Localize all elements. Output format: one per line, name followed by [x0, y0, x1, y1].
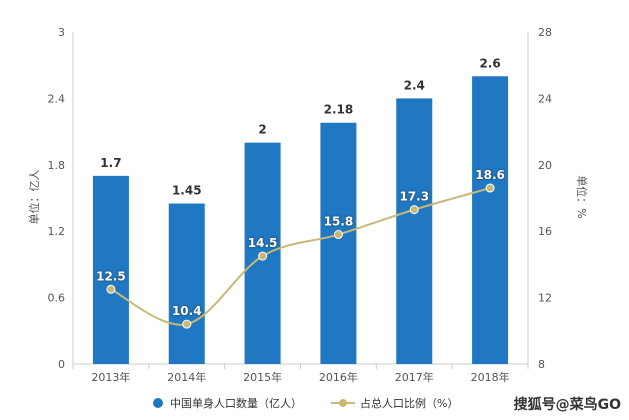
y-axis-label-left: 单位：亿人: [27, 170, 41, 225]
line-series: 12.5 10.4 14.5 15.8 17.3 18.6: [96, 168, 505, 329]
right-tick-label: 16: [538, 225, 552, 238]
line-value-label: 18.6: [475, 168, 505, 182]
right-tick-label: 8: [538, 358, 545, 371]
legend: 中国单身人口数量（亿人） 占总人口比例（%）: [153, 396, 458, 410]
bar: [92, 175, 129, 364]
line-point: [333, 230, 343, 240]
left-tick-label: 1.2: [48, 225, 66, 238]
bar-value-label: 2: [258, 123, 266, 137]
line-value-label: 17.3: [399, 190, 429, 204]
x-axis: 2013年 2014年 2015年 2016年 2017年 2018年: [72, 363, 529, 384]
bar-value-label: 1.7: [100, 156, 121, 170]
line-point: [258, 251, 268, 261]
line-point: [106, 284, 116, 294]
right-tick-label: 28: [538, 26, 552, 39]
bar: [168, 203, 205, 364]
left-axis: 0 0.6 1.2 1.8 2.4 3: [48, 26, 74, 371]
right-tick-label: 24: [538, 92, 552, 105]
line-value-label: 15.8: [324, 215, 354, 229]
legend-line-marker: [339, 399, 347, 407]
left-tick-label: 0: [58, 358, 65, 371]
x-tick-label: 2016年: [319, 370, 358, 384]
line-point: [485, 183, 495, 193]
legend-bar-swatch: [153, 398, 163, 408]
bar: [472, 76, 509, 365]
legend-line-label: 占总人口比例（%）: [360, 396, 458, 410]
line-value-label: 12.5: [96, 269, 126, 283]
line-value-label: 14.5: [248, 236, 278, 250]
bar-series: 1.7 1.45 2 2.18 2.4 2.6: [92, 56, 509, 365]
legend-bar-label: 中国单身人口数量（亿人）: [170, 396, 302, 410]
left-tick-label: 2.4: [48, 92, 66, 105]
y-axis-label-right: 单位：%: [575, 175, 589, 218]
line-point: [182, 319, 192, 329]
right-tick-label: 12: [538, 292, 552, 305]
x-tick-label: 2015年: [243, 370, 282, 384]
x-tick-label: 2013年: [91, 370, 130, 384]
bar-value-label: 2.4: [404, 78, 425, 92]
bar-value-label: 2.18: [324, 103, 354, 117]
line-path: [110, 187, 491, 326]
watermark-text: 搜狐号@菜鸟GO: [513, 397, 621, 413]
right-tick-label: 20: [538, 159, 552, 172]
line-value-label: 10.4: [172, 304, 202, 318]
x-tick-label: 2017年: [395, 370, 434, 384]
left-tick-label: 3: [58, 26, 65, 39]
bar-value-label: 2.6: [479, 56, 500, 70]
bar: [396, 98, 433, 365]
line-point: [409, 205, 419, 215]
x-tick-label: 2014年: [167, 370, 206, 384]
left-tick-label: 0.6: [48, 292, 66, 305]
bar-value-label: 1.45: [172, 184, 202, 198]
bar: [320, 122, 357, 364]
left-tick-label: 1.8: [48, 159, 66, 172]
x-tick-label: 2018年: [471, 370, 510, 384]
right-axis: 8 12 16 20 24 28: [527, 26, 552, 371]
